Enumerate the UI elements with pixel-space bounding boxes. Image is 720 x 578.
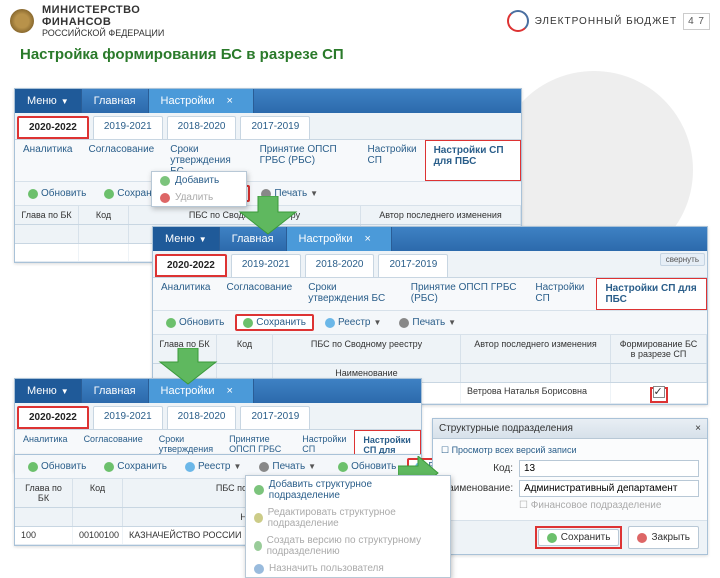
subtab-sp[interactable]: Настройки СП: [360, 140, 425, 181]
year-tab-2019[interactable]: 2019-2021: [93, 116, 163, 139]
year-tab-2017[interactable]: 2017-2019: [240, 116, 310, 139]
arrow-1-2: [238, 196, 298, 236]
page-header: МИНИСТЕРСТВО ФИНАНСОВ РОССИЙСКОЙ ФЕДЕРАЦ…: [0, 0, 720, 42]
name-input[interactable]: [519, 480, 699, 497]
subtab-analytics[interactable]: Аналитика: [15, 140, 81, 181]
add-icon: [160, 176, 170, 186]
tab-main[interactable]: Главная: [82, 89, 149, 113]
tab-settings[interactable]: Настройки×: [149, 89, 254, 113]
arrow-2-3: [158, 348, 218, 386]
delete-icon: [160, 193, 170, 203]
dd-version-sp: Создать версию по структурному подраздел…: [246, 532, 450, 560]
close-icon[interactable]: ×: [356, 228, 378, 250]
reestr-dropdown-sp: Добавить структурное подразделение Редак…: [245, 475, 451, 578]
view-versions-link[interactable]: ☐ Просмотр всех версий записи: [441, 445, 699, 456]
year-tabs: 2020-2022 2019-2021 2018-2020 2017-2019: [15, 113, 521, 140]
dialog-save-button[interactable]: Сохранить: [538, 529, 620, 546]
ministry-crest-icon: [10, 9, 34, 33]
panel-step3-body: Обновить Сохранить Реестр▼ Печать▼ Обнов…: [14, 454, 422, 546]
year-tab-2020[interactable]: 2020-2022: [17, 116, 89, 139]
refresh-icon: [28, 189, 38, 199]
refresh-button[interactable]: Обновить: [159, 315, 231, 330]
save-button[interactable]: Сохранить: [235, 314, 314, 331]
menu-button[interactable]: Меню▼: [15, 379, 82, 403]
ministry-label: МИНИСТЕРСТВО ФИНАНСОВ РОССИЙСКОЙ ФЕДЕРАЦ…: [42, 4, 164, 38]
menu-button[interactable]: Меню▼: [15, 89, 82, 113]
dd-assign-user: Назначить пользователя: [246, 560, 450, 577]
reestr-dropdown: Добавить Удалить: [151, 171, 247, 207]
close-icon[interactable]: ×: [218, 90, 240, 112]
dd-add-sp[interactable]: Добавить структурное подразделение: [246, 476, 450, 504]
form-bs-checkbox[interactable]: [653, 386, 665, 398]
subtab-sp-pbs[interactable]: Настройки СП для ПБС: [596, 278, 707, 310]
subtab-opsgp[interactable]: Принятие ОПСП ГРБС (РБС): [252, 140, 360, 181]
sub-tabs: Аналитика Согласование Сроки утверждения…: [15, 140, 521, 182]
refresh-button[interactable]: Обновить: [21, 186, 93, 201]
collapse-button[interactable]: свернуть: [660, 253, 705, 266]
dd-add[interactable]: Добавить: [152, 172, 246, 189]
reestr-button[interactable]: Реестр▼: [318, 315, 388, 330]
year-tab-2018[interactable]: 2018-2020: [167, 116, 237, 139]
print-button[interactable]: Печать▼: [392, 315, 463, 330]
dialog-sp: Структурные подразделения × ☐ Просмотр вс…: [432, 418, 708, 555]
menubar: Меню▼ Главная Настройки×: [15, 89, 521, 113]
fin-checkbox[interactable]: ☐ Финансовое подразделение: [519, 500, 661, 511]
code-input[interactable]: [519, 460, 699, 477]
eb-logo-icon: [507, 10, 529, 32]
dialog-title: Структурные подразделения: [439, 423, 573, 434]
year-tab-2020[interactable]: 2020-2022: [155, 254, 227, 277]
subtab-approval[interactable]: Согласование: [81, 140, 163, 181]
electronic-budget-label: ЭЛЕКТРОННЫЙ БЮДЖЕТ 4 7: [507, 10, 710, 32]
subtab-sp-pbs[interactable]: Настройки СП для ПБС: [425, 140, 521, 181]
menu-button[interactable]: Меню▼: [153, 227, 220, 251]
tab-settings[interactable]: Настройки×: [287, 227, 392, 251]
dialog-close-button[interactable]: Закрыть: [628, 526, 699, 549]
dd-delete: Удалить: [152, 189, 246, 206]
page-number: 4 7: [683, 13, 710, 30]
close-icon[interactable]: ×: [695, 423, 701, 434]
save-icon: [104, 189, 114, 199]
dd-edit-sp: Редактировать структурное подразделение: [246, 504, 450, 532]
